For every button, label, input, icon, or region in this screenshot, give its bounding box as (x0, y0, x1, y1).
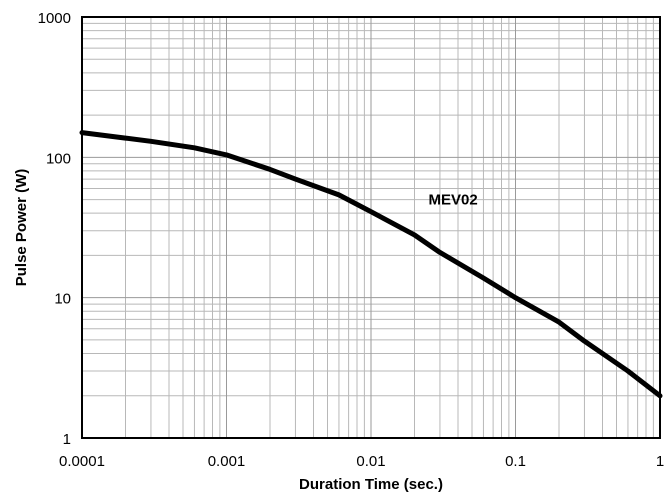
y-tick-label: 1 (63, 431, 71, 448)
x-tick-label: 0.1 (505, 453, 526, 470)
y-axis-label: Pulse Power (W) (13, 169, 30, 287)
y-axis-ticks: 1 10 100 1000 (38, 10, 71, 448)
y-tick-label: 100 (46, 150, 71, 167)
x-axis-label: Duration Time (sec.) (299, 476, 443, 493)
series-layer (79, 130, 663, 399)
x-tick-label: 1 (656, 453, 664, 470)
annotations-layer: MEV02 (429, 192, 478, 209)
x-axis-ticks: 0.0001 0.001 0.01 0.1 1 (59, 453, 664, 470)
y-tick-label: 1000 (38, 10, 71, 27)
series-annotation-label: MEV02 (429, 192, 478, 209)
y-tick-label: 10 (54, 291, 71, 308)
x-tick-label: 0.001 (208, 453, 246, 470)
plot-frame (81, 16, 661, 439)
grid-lines (81, 16, 661, 439)
series-line-mev02 (79, 130, 663, 399)
x-tick-label: 0.0001 (59, 453, 105, 470)
x-tick-label: 0.01 (356, 453, 385, 470)
